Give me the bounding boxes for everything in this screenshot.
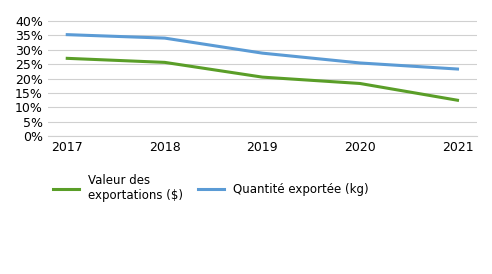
Valeur des
exportations ($) [259,75,265,79]
Line: Quantité exportée (kg): Quantité exportée (kg) [67,35,458,69]
Quantité exportée (kg) [455,67,461,71]
Line: Valeur des
exportations ($): Valeur des exportations ($) [67,58,458,100]
Quantité exportée (kg) [259,52,265,55]
Valeur des
exportations ($) [455,99,461,102]
Quantité exportée (kg) [162,36,168,40]
Valeur des
exportations ($) [162,61,168,64]
Valeur des
exportations ($) [357,82,363,85]
Quantité exportée (kg) [357,61,363,65]
Quantité exportée (kg) [64,33,70,36]
Valeur des
exportations ($) [64,57,70,60]
Legend: Valeur des
exportations ($), Quantité exportée (kg): Valeur des exportations ($), Quantité ex… [48,169,373,206]
